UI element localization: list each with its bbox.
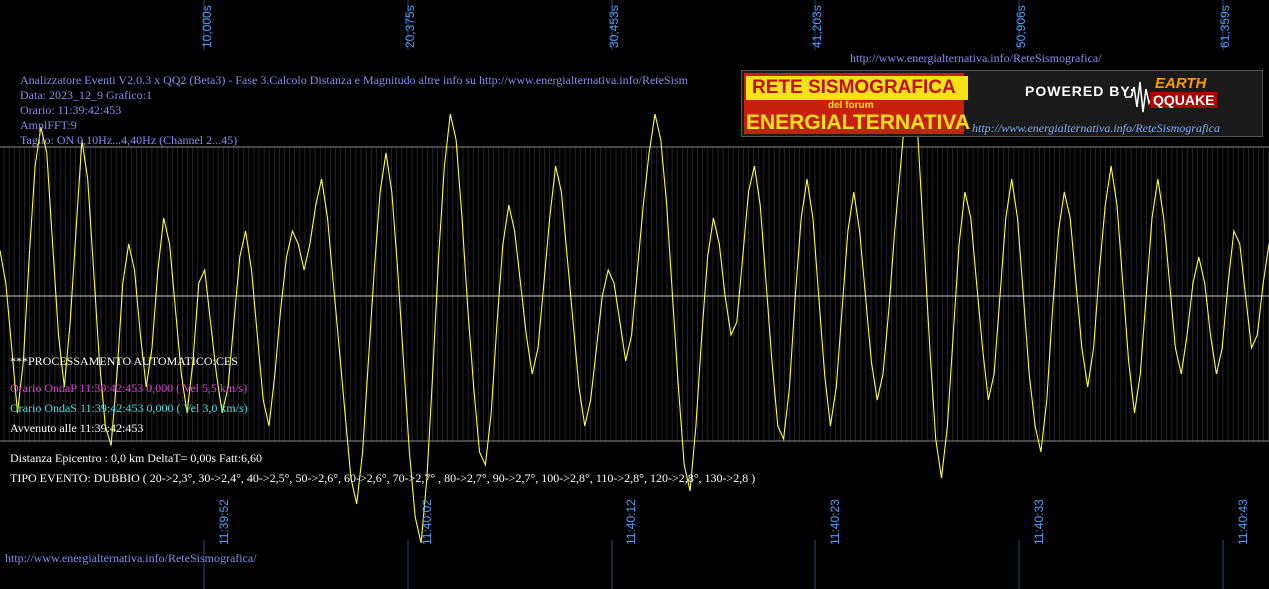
vertical-grid — [3, 147, 1269, 441]
bottom-tick-label: 11:40:43 — [1236, 499, 1250, 545]
header-title: Analizzatore Eventi V2.0.3 x QQ2 (Beta3)… — [20, 73, 688, 87]
bottom-tick-label: 11:39:52 — [217, 499, 231, 545]
avvenuto-time: Avvenuto alle 11:39:42:453 — [10, 421, 144, 435]
onda-s-time: Orario OndaS 11:39:42:453 0,000 ( Vel 3,… — [10, 401, 248, 415]
top-tick-label: 20,375s — [403, 5, 417, 48]
tipo-evento: TIPO EVENTO: DUBBIO ( 20->2,3°, 30->2,4°… — [10, 471, 756, 485]
logo-rete-text: RETE SISMOGRAFICA — [746, 76, 968, 100]
logo-powered-by: POWERED BY: — [1025, 83, 1136, 99]
bottom-tick-label: 11:40:23 — [828, 499, 842, 545]
top-tick-label: 61,359s — [1218, 5, 1232, 48]
tick-marks — [203, 0, 1224, 589]
bottom-url-link[interactable]: http://www.energialternativa.info/ReteSi… — [5, 551, 257, 565]
top-tick-label: 10,000s — [200, 5, 214, 48]
bottom-tick-label: 11:40:02 — [420, 499, 434, 545]
logo-forum-text: del forum — [828, 100, 874, 111]
logo-quake-text: QQUAKE — [1150, 92, 1218, 108]
header-time: Orario: 11:39:42:453 — [20, 103, 122, 117]
bottom-tick-label: 11:40:12 — [624, 499, 638, 545]
processing-title: ***PROCESSAMENTO AUTOMATICO:CES — [10, 354, 238, 368]
top-tick-label: 41,203s — [810, 5, 824, 48]
logo-url[interactable]: http://www.energialternativa.info/ReteSi… — [972, 121, 1220, 135]
logo-earth-text: EARTH — [1155, 75, 1207, 92]
top-tick-label: 30,453s — [607, 5, 621, 48]
top-tick-label: 50,906s — [1014, 5, 1028, 48]
bottom-tick-label: 11:40:33 — [1032, 499, 1046, 545]
logo-energialternativa-text: ENERGIALTERNATIVA — [746, 111, 970, 134]
top-url-link[interactable]: http://www.energialternativa.info/ReteSi… — [850, 51, 1102, 65]
distanza-epicentro: Distanza Epicentro : 0,0 km DeltaT= 0,00… — [10, 451, 263, 465]
header-date: Data: 2023_12_9 Grafico:1 — [20, 88, 152, 102]
rete-sismografica-logo: RETE SISMOGRAFICA del forum ENERGIALTERN… — [741, 70, 1263, 137]
onda-p-time: Orario OndaP 11:39:42:453 0,000 ( Vel 5,… — [10, 381, 248, 395]
seismic-trace — [0, 74, 1269, 544]
header-ampl: AmplFFT:9 — [20, 118, 77, 132]
header-filter: Taglio: ON 0,10Hz...4,40Hz (Channel 2...… — [20, 133, 238, 147]
